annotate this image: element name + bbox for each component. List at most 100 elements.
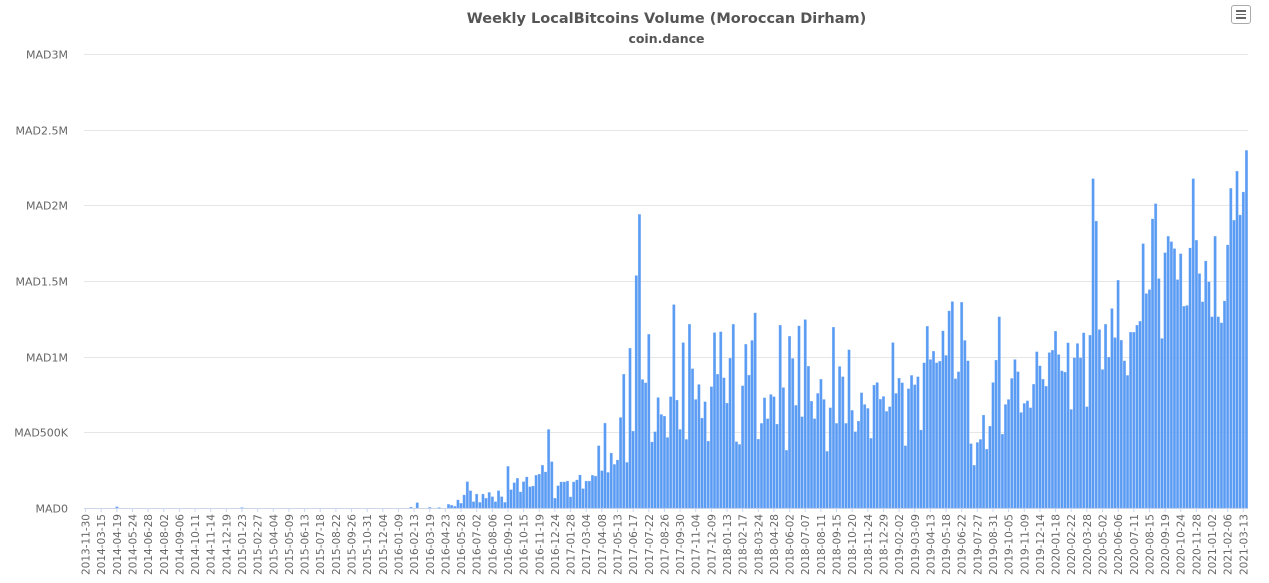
bar[interactable] — [1219, 322, 1223, 509]
bar[interactable] — [847, 349, 851, 509]
bar[interactable] — [788, 336, 792, 509]
bar[interactable] — [1101, 369, 1104, 509]
bar[interactable] — [1169, 241, 1173, 509]
bar[interactable] — [637, 214, 641, 509]
bar[interactable] — [600, 470, 604, 509]
bar[interactable] — [709, 386, 713, 509]
bar[interactable] — [979, 439, 982, 509]
bar[interactable] — [803, 319, 807, 509]
bar[interactable] — [500, 496, 504, 509]
bar[interactable] — [919, 429, 923, 509]
bar[interactable] — [794, 405, 798, 509]
bar[interactable] — [569, 496, 572, 509]
bar[interactable] — [819, 379, 823, 509]
bar[interactable] — [994, 359, 998, 509]
bar[interactable] — [875, 382, 879, 509]
bar[interactable] — [1119, 340, 1123, 509]
bar[interactable] — [575, 479, 579, 509]
bar[interactable] — [863, 404, 867, 509]
bar[interactable] — [1213, 236, 1217, 509]
bar[interactable] — [1116, 280, 1120, 509]
bar[interactable] — [628, 348, 632, 509]
bar[interactable] — [756, 438, 760, 509]
bar[interactable] — [550, 461, 554, 509]
bar[interactable] — [1163, 252, 1167, 509]
bar[interactable] — [1235, 170, 1239, 509]
bar[interactable] — [716, 374, 720, 509]
bar[interactable] — [1144, 293, 1148, 509]
bar[interactable] — [666, 437, 669, 509]
bar[interactable] — [813, 418, 817, 509]
bar[interactable] — [1072, 357, 1076, 509]
bar[interactable] — [684, 439, 688, 509]
bar[interactable] — [1182, 306, 1186, 509]
bar[interactable] — [540, 465, 544, 509]
bar[interactable] — [1047, 352, 1051, 509]
bar[interactable] — [616, 459, 619, 509]
bar[interactable] — [850, 410, 854, 509]
bar[interactable] — [688, 324, 691, 509]
bar[interactable] — [553, 498, 557, 509]
bar[interactable] — [907, 388, 910, 509]
bar[interactable] — [503, 502, 507, 509]
bar[interactable] — [797, 325, 801, 509]
bar[interactable] — [935, 362, 939, 509]
bar[interactable] — [853, 431, 857, 509]
bar[interactable] — [1241, 191, 1245, 509]
bar[interactable] — [1160, 338, 1164, 509]
bar[interactable] — [1029, 407, 1032, 509]
bar[interactable] — [497, 490, 501, 509]
bar[interactable] — [544, 471, 547, 509]
bar[interactable] — [719, 331, 723, 509]
bar[interactable] — [1007, 399, 1011, 509]
bar[interactable] — [897, 378, 901, 509]
bar[interactable] — [1038, 365, 1042, 509]
bar[interactable] — [760, 423, 763, 509]
bar[interactable] — [885, 411, 889, 509]
bar[interactable] — [453, 506, 457, 509]
bar[interactable] — [487, 492, 491, 509]
bar[interactable] — [972, 465, 976, 509]
bar[interactable] — [1210, 316, 1214, 509]
bar[interactable] — [766, 418, 770, 509]
bar[interactable] — [775, 424, 779, 509]
bar[interactable] — [1185, 305, 1189, 509]
bar[interactable] — [622, 374, 626, 509]
bar[interactable] — [938, 361, 942, 509]
bar[interactable] — [447, 504, 450, 509]
bar[interactable] — [594, 475, 598, 509]
bar[interactable] — [653, 431, 657, 509]
bar[interactable] — [1025, 400, 1029, 509]
bar[interactable] — [450, 505, 454, 509]
bar[interactable] — [1054, 331, 1057, 509]
bar[interactable] — [456, 499, 460, 509]
bar[interactable] — [913, 384, 917, 509]
bar[interactable] — [509, 489, 513, 509]
bar[interactable] — [459, 503, 463, 509]
bar[interactable] — [975, 442, 979, 509]
bar[interactable] — [822, 399, 826, 509]
bar[interactable] — [928, 359, 932, 509]
bar[interactable] — [597, 445, 601, 509]
bar[interactable] — [725, 402, 729, 509]
bar[interactable] — [591, 475, 594, 509]
bar[interactable] — [1091, 178, 1095, 509]
bar[interactable] — [1194, 240, 1198, 509]
bar[interactable] — [469, 490, 472, 509]
bar[interactable] — [1207, 281, 1211, 509]
bar[interactable] — [531, 485, 535, 509]
bar[interactable] — [656, 397, 660, 509]
bar[interactable] — [619, 417, 623, 509]
bar[interactable] — [1238, 214, 1242, 509]
bar[interactable] — [681, 342, 685, 509]
bar[interactable] — [753, 312, 757, 509]
bar[interactable] — [781, 387, 785, 509]
bar[interactable] — [522, 481, 526, 509]
bar[interactable] — [1079, 357, 1083, 509]
bar[interactable] — [634, 275, 638, 509]
bar[interactable] — [1148, 289, 1151, 509]
bar[interactable] — [512, 482, 516, 509]
bar[interactable] — [988, 425, 992, 509]
bar[interactable] — [691, 368, 695, 509]
bar[interactable] — [631, 430, 635, 509]
